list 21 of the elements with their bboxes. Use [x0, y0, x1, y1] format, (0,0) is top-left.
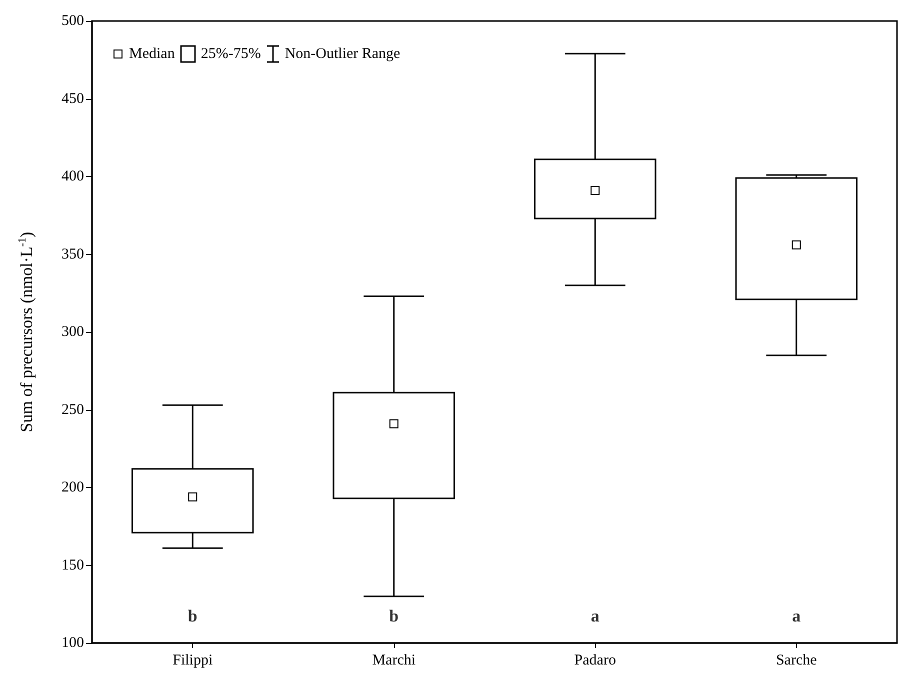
annotation: Median — [129, 46, 175, 62]
annotation: a — [792, 606, 802, 626]
annotation: b — [389, 606, 399, 626]
y-tick-label: 400 — [62, 168, 84, 184]
y-tick-label: 450 — [62, 90, 84, 107]
x-tick-label: Padaro — [574, 652, 616, 668]
y-axis-title: Sum of precursors (nmol·L-1) — [16, 232, 36, 432]
y-tick-label: 300 — [62, 324, 84, 340]
annotation: a — [590, 606, 600, 626]
y-tick-label: 350 — [62, 246, 84, 262]
y-tick-label: 100 — [62, 635, 84, 651]
y-tick-label: 250 — [62, 402, 84, 418]
y-tick-label: 500 — [62, 13, 84, 29]
x-tick-label: Sarche — [776, 652, 818, 668]
annotation: Non-Outlier Range — [284, 46, 400, 62]
annotation: 25%-75% — [200, 46, 261, 62]
x-tick-label: Marchi — [372, 652, 416, 668]
annotation: b — [188, 606, 198, 626]
y-tick-label: 200 — [62, 480, 84, 496]
x-tick-label: Filippi — [172, 652, 213, 668]
y-tick-label: 150 — [62, 557, 84, 574]
